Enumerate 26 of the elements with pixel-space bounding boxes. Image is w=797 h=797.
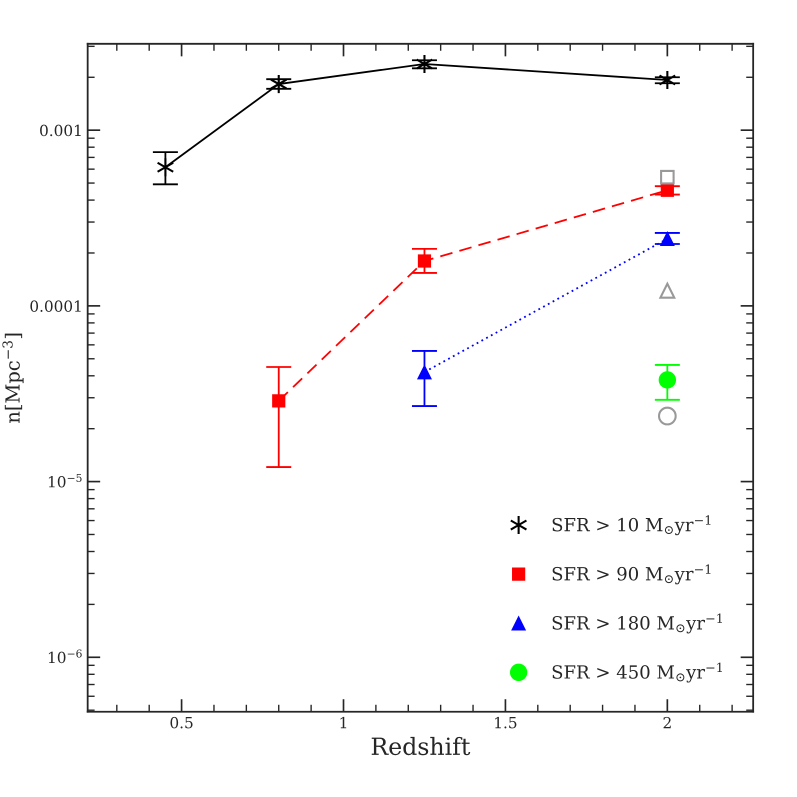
- x-tick-label: 0.5: [170, 716, 193, 728]
- point: [658, 70, 676, 90]
- legend-label: SFR > 90 M$_{⊙}$yr$^{−1}$: [552, 564, 710, 584]
- point: [272, 394, 286, 408]
- y-axis-title: n[Mpc$^{−3}$]: [2, 334, 24, 423]
- point: [416, 54, 434, 74]
- point: [270, 74, 288, 94]
- y-tick-label: 10$^{−6}$: [48, 649, 82, 664]
- x-tick-label: 1.5: [495, 716, 516, 728]
- point: [660, 184, 674, 197]
- point: [417, 364, 432, 380]
- x-axis-title: Redshift: [372, 736, 470, 756]
- legend-label: SFR > 450 M$_{⊙}$yr$^{−1}$: [552, 662, 722, 683]
- x-tick-label: 2: [664, 716, 671, 728]
- legend-label: SFR > 180 M$_{⊙}$yr$^{−1}$: [552, 614, 722, 634]
- point: [660, 231, 675, 246]
- legend-label: SFR > 10 M$_{⊙}$yr$^{−1}$: [552, 515, 710, 536]
- y-tick-label: 0.001: [40, 124, 81, 136]
- x-tick-label: 1: [340, 716, 346, 728]
- point: [660, 170, 675, 184]
- point: [658, 406, 677, 426]
- y-tick-label: 0.0001: [30, 300, 81, 312]
- point: [418, 254, 432, 268]
- point: [659, 282, 676, 299]
- y-tick-label: 10$^{−5}$: [48, 474, 82, 488]
- point: [658, 371, 676, 389]
